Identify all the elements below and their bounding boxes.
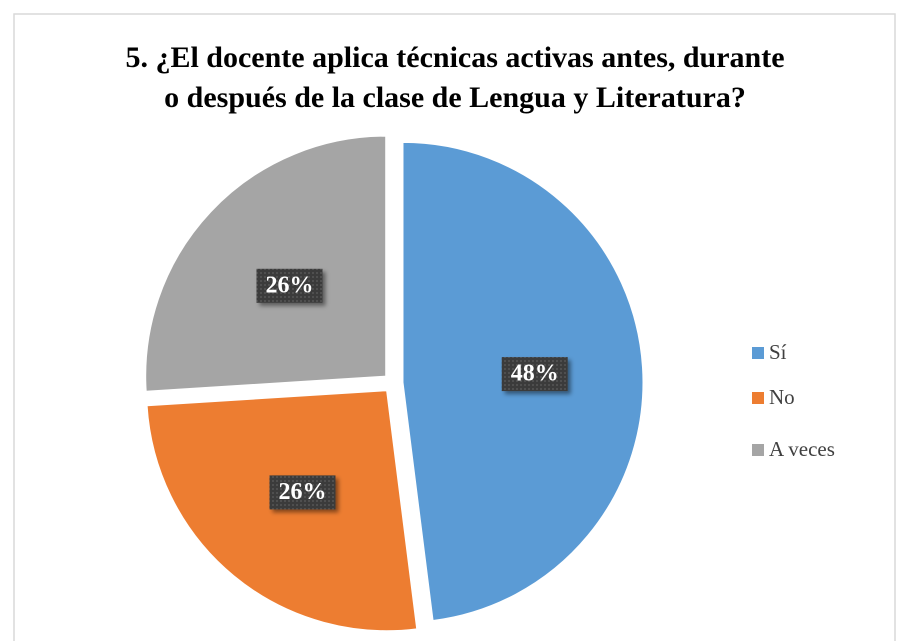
pie-slice (146, 390, 418, 632)
chart-title: 5. ¿El docente aplica técnicas activas a… (125, 41, 784, 74)
data-label-box (256, 268, 323, 303)
legend-label: Sí (769, 340, 787, 364)
legend-swatch (752, 392, 764, 404)
pie-slice (145, 135, 387, 392)
legend-swatch (752, 444, 764, 456)
data-label: 26% (278, 479, 326, 505)
legend-label: A veces (769, 437, 835, 461)
legend-label: No (769, 385, 795, 409)
data-label: 26% (265, 272, 313, 298)
chart-title: o después de la clase de Lengua y Litera… (164, 81, 746, 114)
legend-swatch (752, 347, 764, 359)
data-label-box (269, 475, 336, 510)
chart-border (13, 13, 896, 641)
data-label-box (501, 357, 568, 392)
data-label: 48% (511, 361, 559, 387)
